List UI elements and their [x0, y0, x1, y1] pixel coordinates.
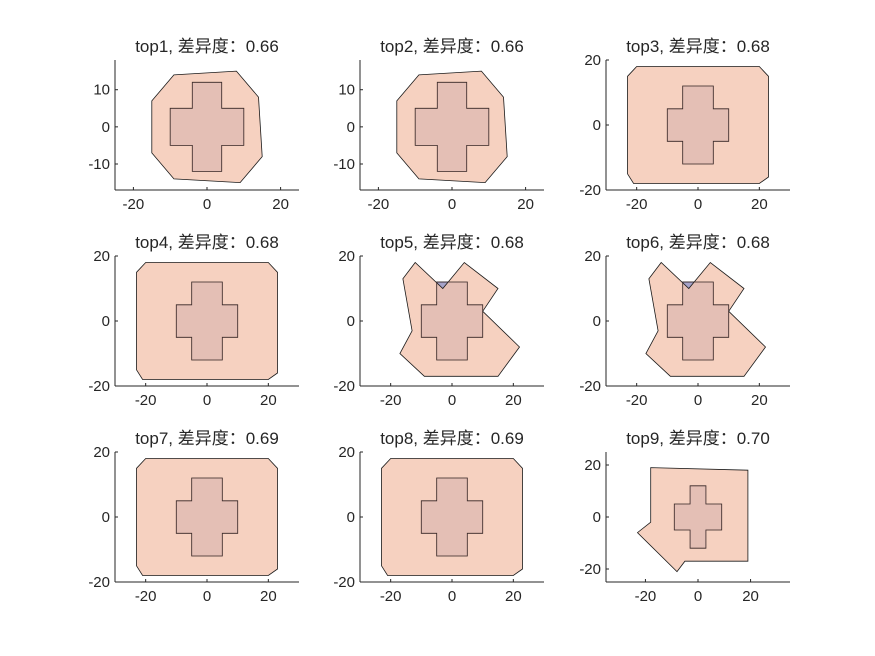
subplot-title: top4, 差异度：0.68 — [135, 233, 279, 252]
x-tick-label: -20 — [135, 588, 157, 605]
y-tick-label: 0 — [593, 117, 601, 134]
x-tick-label: 20 — [751, 196, 768, 213]
x-tick-label: 20 — [272, 196, 289, 213]
subplot-2: top2, 差异度：0.66 -20 0 20 -10 0 10 — [333, 37, 544, 213]
y-tick-label: -10 — [88, 156, 110, 173]
y-tick-label: 20 — [584, 248, 601, 265]
x-tick-label: 20 — [751, 392, 768, 409]
y-tick-label: -20 — [333, 574, 355, 591]
y-tick-label: 0 — [102, 509, 110, 526]
outer-polygon — [381, 458, 523, 576]
y-tick-label: 20 — [338, 248, 355, 265]
x-tick-label: -20 — [135, 392, 157, 409]
subplot-4: top4, 差异度：0.68 -20 0 20 -20 0 20 — [88, 233, 299, 409]
y-tick-label: -10 — [333, 156, 355, 173]
inner-cross-outline — [420, 477, 484, 557]
x-tick-label: 0 — [203, 196, 211, 213]
outer-polygon — [636, 467, 749, 573]
y-tick-label: -20 — [333, 378, 355, 395]
y-tick-label: 20 — [93, 248, 110, 265]
x-tick-label: 0 — [448, 588, 456, 605]
subplot-7: top7, 差异度：0.69 -20 0 20 -20 0 20 — [88, 429, 299, 605]
y-tick-label: 20 — [93, 444, 110, 461]
y-tick-label: 20 — [584, 52, 601, 69]
subplot-title: top1, 差异度：0.66 — [135, 37, 279, 56]
subplot-title: top8, 差异度：0.69 — [380, 429, 524, 448]
subplot-8: top8, 差异度：0.69 -20 0 20 -20 0 20 — [333, 429, 544, 605]
outer-polygon — [396, 70, 508, 184]
subplot-1: top1, 差异度：0.66 -20 0 20 -10 0 10 — [88, 37, 299, 213]
outer-polygon — [399, 261, 521, 377]
x-tick-label: 0 — [694, 392, 702, 409]
x-tick-label: -20 — [626, 392, 648, 409]
y-tick-label: 0 — [102, 313, 110, 330]
inner-cross-outline — [169, 81, 245, 172]
inner-cross-outline — [666, 281, 730, 361]
outer-polygon — [136, 262, 278, 380]
x-tick-label: 0 — [694, 588, 702, 605]
inner-cross-outline — [420, 281, 484, 361]
inner-cross-outline — [666, 85, 730, 165]
inner-cross-outline — [414, 81, 490, 172]
y-tick-label: 0 — [347, 119, 355, 136]
x-tick-label: -20 — [368, 196, 390, 213]
outer-polygon — [645, 261, 767, 377]
y-tick-label: 20 — [338, 444, 355, 461]
x-tick-label: 20 — [260, 588, 277, 605]
x-tick-label: 20 — [505, 588, 522, 605]
y-tick-label: -20 — [88, 378, 110, 395]
subplot-6: top6, 差异度：0.68 -20 0 20 -20 0 20 — [579, 233, 790, 409]
x-tick-label: 20 — [742, 588, 759, 605]
y-tick-label: 0 — [593, 509, 601, 526]
y-tick-label: 10 — [93, 82, 110, 99]
y-tick-label: 0 — [593, 313, 601, 330]
x-tick-label: 20 — [517, 196, 534, 213]
x-tick-label: 0 — [448, 196, 456, 213]
subplot-title: top7, 差异度：0.69 — [135, 429, 279, 448]
subplot-title: top9, 差异度：0.70 — [626, 429, 770, 448]
inner-cross-outline — [673, 485, 723, 549]
outer-polygon — [627, 66, 769, 184]
x-tick-label: 0 — [203, 588, 211, 605]
y-tick-label: -20 — [88, 574, 110, 591]
outer-polygon — [136, 458, 278, 576]
y-tick-label: -20 — [579, 561, 601, 578]
x-tick-label: 0 — [203, 392, 211, 409]
y-tick-label: 20 — [584, 457, 601, 474]
subplot-9: top9, 差异度：0.70 -20 0 20 -20 0 20 — [579, 429, 790, 605]
y-tick-label: 10 — [338, 82, 355, 99]
y-tick-label: 0 — [102, 119, 110, 136]
x-tick-label: 0 — [694, 196, 702, 213]
inner-cross-outline — [175, 281, 239, 361]
x-tick-label: 0 — [448, 392, 456, 409]
x-tick-label: -20 — [123, 196, 145, 213]
subplot-title: top6, 差异度：0.68 — [626, 233, 770, 252]
subplot-title: top2, 差异度：0.66 — [380, 37, 524, 56]
y-tick-label: -20 — [579, 182, 601, 199]
subplot-5: top5, 差异度：0.68 -20 0 20 -20 0 20 — [333, 233, 544, 409]
x-tick-label: -20 — [635, 588, 657, 605]
x-tick-label: -20 — [380, 588, 402, 605]
inner-cross-outline — [175, 477, 239, 557]
outer-polygon — [151, 70, 263, 184]
x-tick-label: -20 — [380, 392, 402, 409]
x-tick-label: 20 — [260, 392, 277, 409]
subplot-title: top3, 差异度：0.68 — [626, 37, 770, 56]
y-tick-label: 0 — [347, 313, 355, 330]
y-tick-label: -20 — [579, 378, 601, 395]
x-tick-label: -20 — [626, 196, 648, 213]
subplot-title: top5, 差异度：0.68 — [380, 233, 524, 252]
x-tick-label: 20 — [505, 392, 522, 409]
y-tick-label: 0 — [347, 509, 355, 526]
subplot-3: top3, 差异度：0.68 -20 0 20 -20 0 20 — [579, 37, 790, 213]
